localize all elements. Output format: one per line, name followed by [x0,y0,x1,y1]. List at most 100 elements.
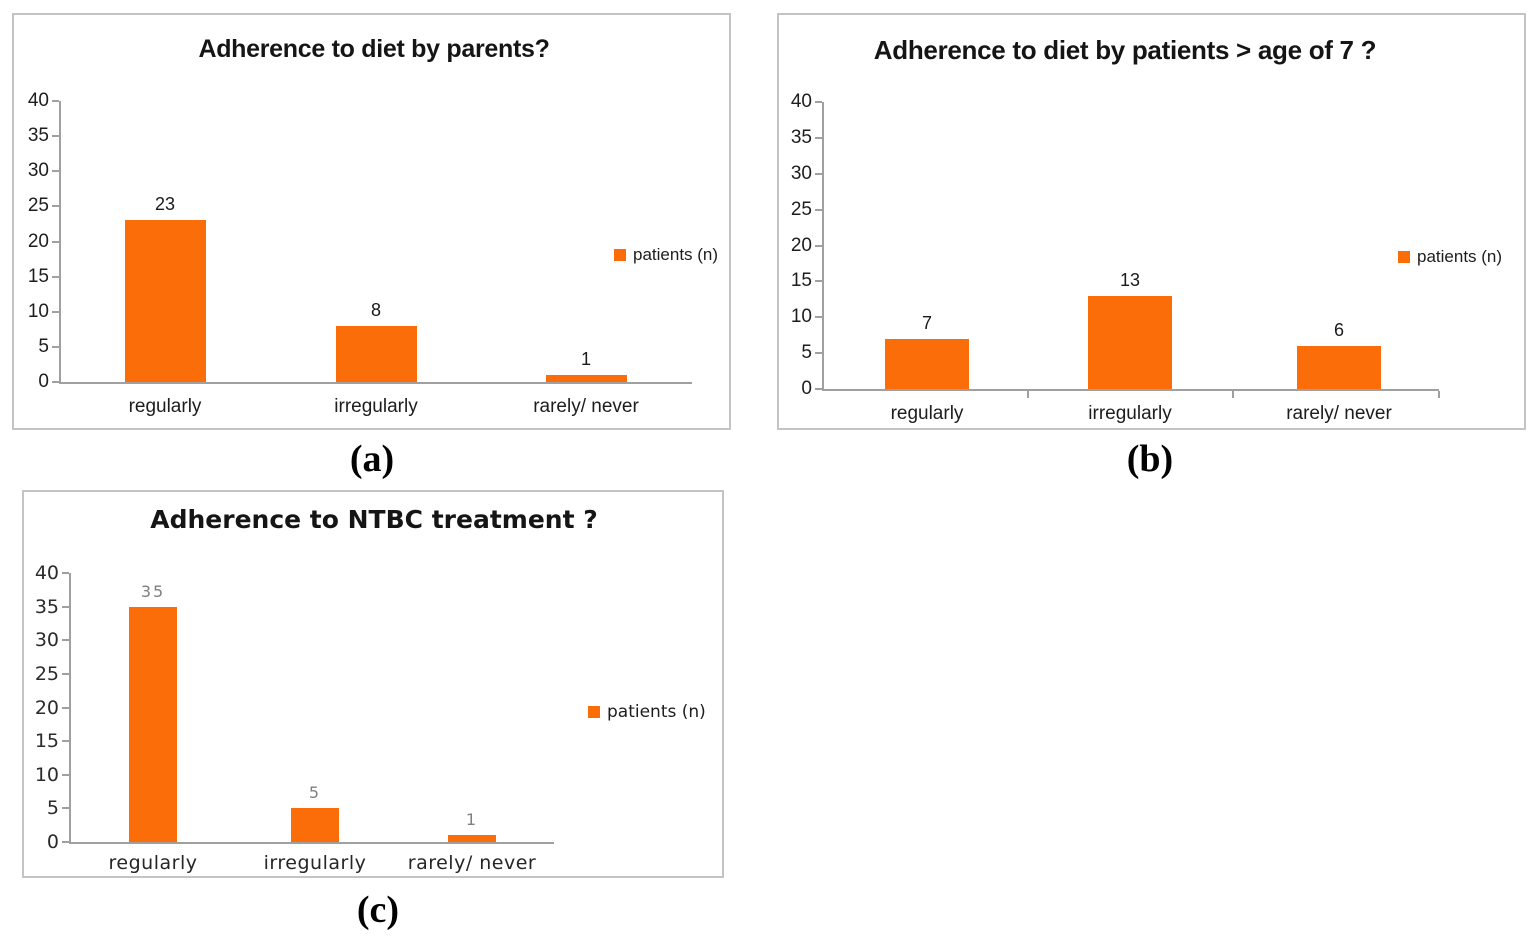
x-axis-line [69,842,554,844]
y-axis-tick [815,172,822,175]
y-axis-tick-label: 40 [34,562,59,584]
y-axis-tick [62,740,69,743]
y-axis-tick-label: 35 [790,126,812,148]
bar [129,606,177,842]
bar-value-label: 6 [1333,319,1345,340]
bar-value-label: 35 [140,581,166,601]
panel-caption-a: (a) [349,438,395,480]
bar [448,835,496,842]
legend-label: patients (n) [607,702,706,722]
y-axis-line [69,573,71,844]
category-label: rarely/ never [533,396,639,417]
category-label: irregularly [334,396,418,417]
y-axis-tick [62,605,69,608]
chart-panel-c: Adherence to NTBC treatment ? 0 5 10 15 20 25… [22,490,724,878]
y-axis-tick-label: 35 [34,595,59,618]
bar-value-label: 1 [465,810,479,830]
y-axis-tick [52,170,59,173]
legend-label: patients (n) [1417,247,1503,266]
y-axis-tick-label: 30 [790,162,812,184]
bar-value-label: 5 [308,783,322,803]
y-axis-tick [52,205,59,208]
y-axis-tick [52,345,59,348]
y-axis-tick-label: 10 [27,300,49,322]
category-label: regularly [108,852,198,874]
y-axis-tick [815,352,822,355]
y-axis-tick-label: 10 [790,306,812,328]
legend: patients (n) [588,702,706,722]
y-axis-tick [62,706,69,709]
y-axis-tick [62,672,69,675]
y-axis-tick-label: 15 [27,265,49,287]
bar [545,374,627,382]
y-axis-tick-label: 30 [34,629,59,652]
y-axis-tick-label: 40 [790,91,812,112]
y-axis-tick [52,100,59,102]
y-axis-tick-label: 25 [790,198,812,220]
category-label: regularly [890,403,964,424]
category-label: irregularly [1088,403,1172,424]
y-axis-tick-label: 40 [27,90,49,111]
y-axis-tick [815,280,822,283]
x-axis-tick [1232,391,1235,398]
y-axis-tick-label: 25 [34,662,59,685]
y-axis-tick-label: 0 [801,378,812,399]
y-axis-tick [52,240,59,243]
legend-swatch-icon [614,249,626,261]
y-axis-tick-label: 5 [46,797,59,820]
y-axis-tick [52,135,59,138]
y-axis-tick-label: 5 [801,342,812,364]
y-axis-tick [62,807,69,810]
bar [885,338,969,389]
bar [335,325,417,382]
bar-value-label: 8 [370,299,382,320]
legend-label: patients (n) [633,245,719,264]
y-axis-tick-label: 15 [34,730,59,753]
y-axis-tick [62,841,69,843]
y-axis-tick-label: 15 [790,270,812,292]
x-axis-tick [1438,391,1440,398]
x-axis-tick [1026,391,1029,398]
y-axis-tick-label: 20 [27,230,49,252]
y-axis-tick [815,136,822,139]
bar-value-label: 23 [154,194,176,215]
panel-caption-b: (b) [1126,438,1174,480]
chart-title: Adherence to NTBC treatment ? [150,505,598,534]
y-axis-line [822,102,824,391]
y-axis-tick [52,275,59,278]
legend-swatch-icon [1398,251,1410,263]
y-axis-tick [52,310,59,313]
bar [124,220,206,382]
x-axis-line [59,382,692,384]
y-axis-tick [62,572,69,574]
y-axis-tick-label: 5 [38,335,49,357]
legend: patients (n) [614,245,718,265]
x-axis-line [822,389,1439,391]
y-axis-tick-label: 0 [46,831,59,853]
panel-caption-c: (c) [356,889,400,931]
y-axis-tick [815,388,822,390]
bar-value-label: 1 [580,348,592,369]
category-label: rarely/ never [407,852,537,874]
y-axis-tick-label: 0 [38,371,49,392]
y-axis-tick [815,101,822,103]
y-axis-line [59,101,61,384]
chart-title: Adherence to diet by parents? [198,35,550,63]
bar-value-label: 7 [921,312,933,333]
category-label: irregularly [263,852,367,874]
chart-title: Adherence to diet by patients > age of 7… [873,35,1377,65]
bar-value-label: 13 [1119,269,1141,290]
y-axis-tick [62,773,69,776]
y-axis-tick-label: 10 [34,763,59,786]
bar [1297,345,1381,389]
y-axis-tick-label: 30 [27,160,49,182]
y-axis-tick [815,244,822,247]
y-axis-tick-label: 35 [27,125,49,147]
category-label: rarely/ never [1286,403,1392,424]
y-axis-tick-label: 20 [790,234,812,256]
bar [291,808,339,842]
legend-swatch-icon [588,706,600,718]
y-axis-tick [815,208,822,211]
y-axis-tick-label: 20 [34,696,59,719]
